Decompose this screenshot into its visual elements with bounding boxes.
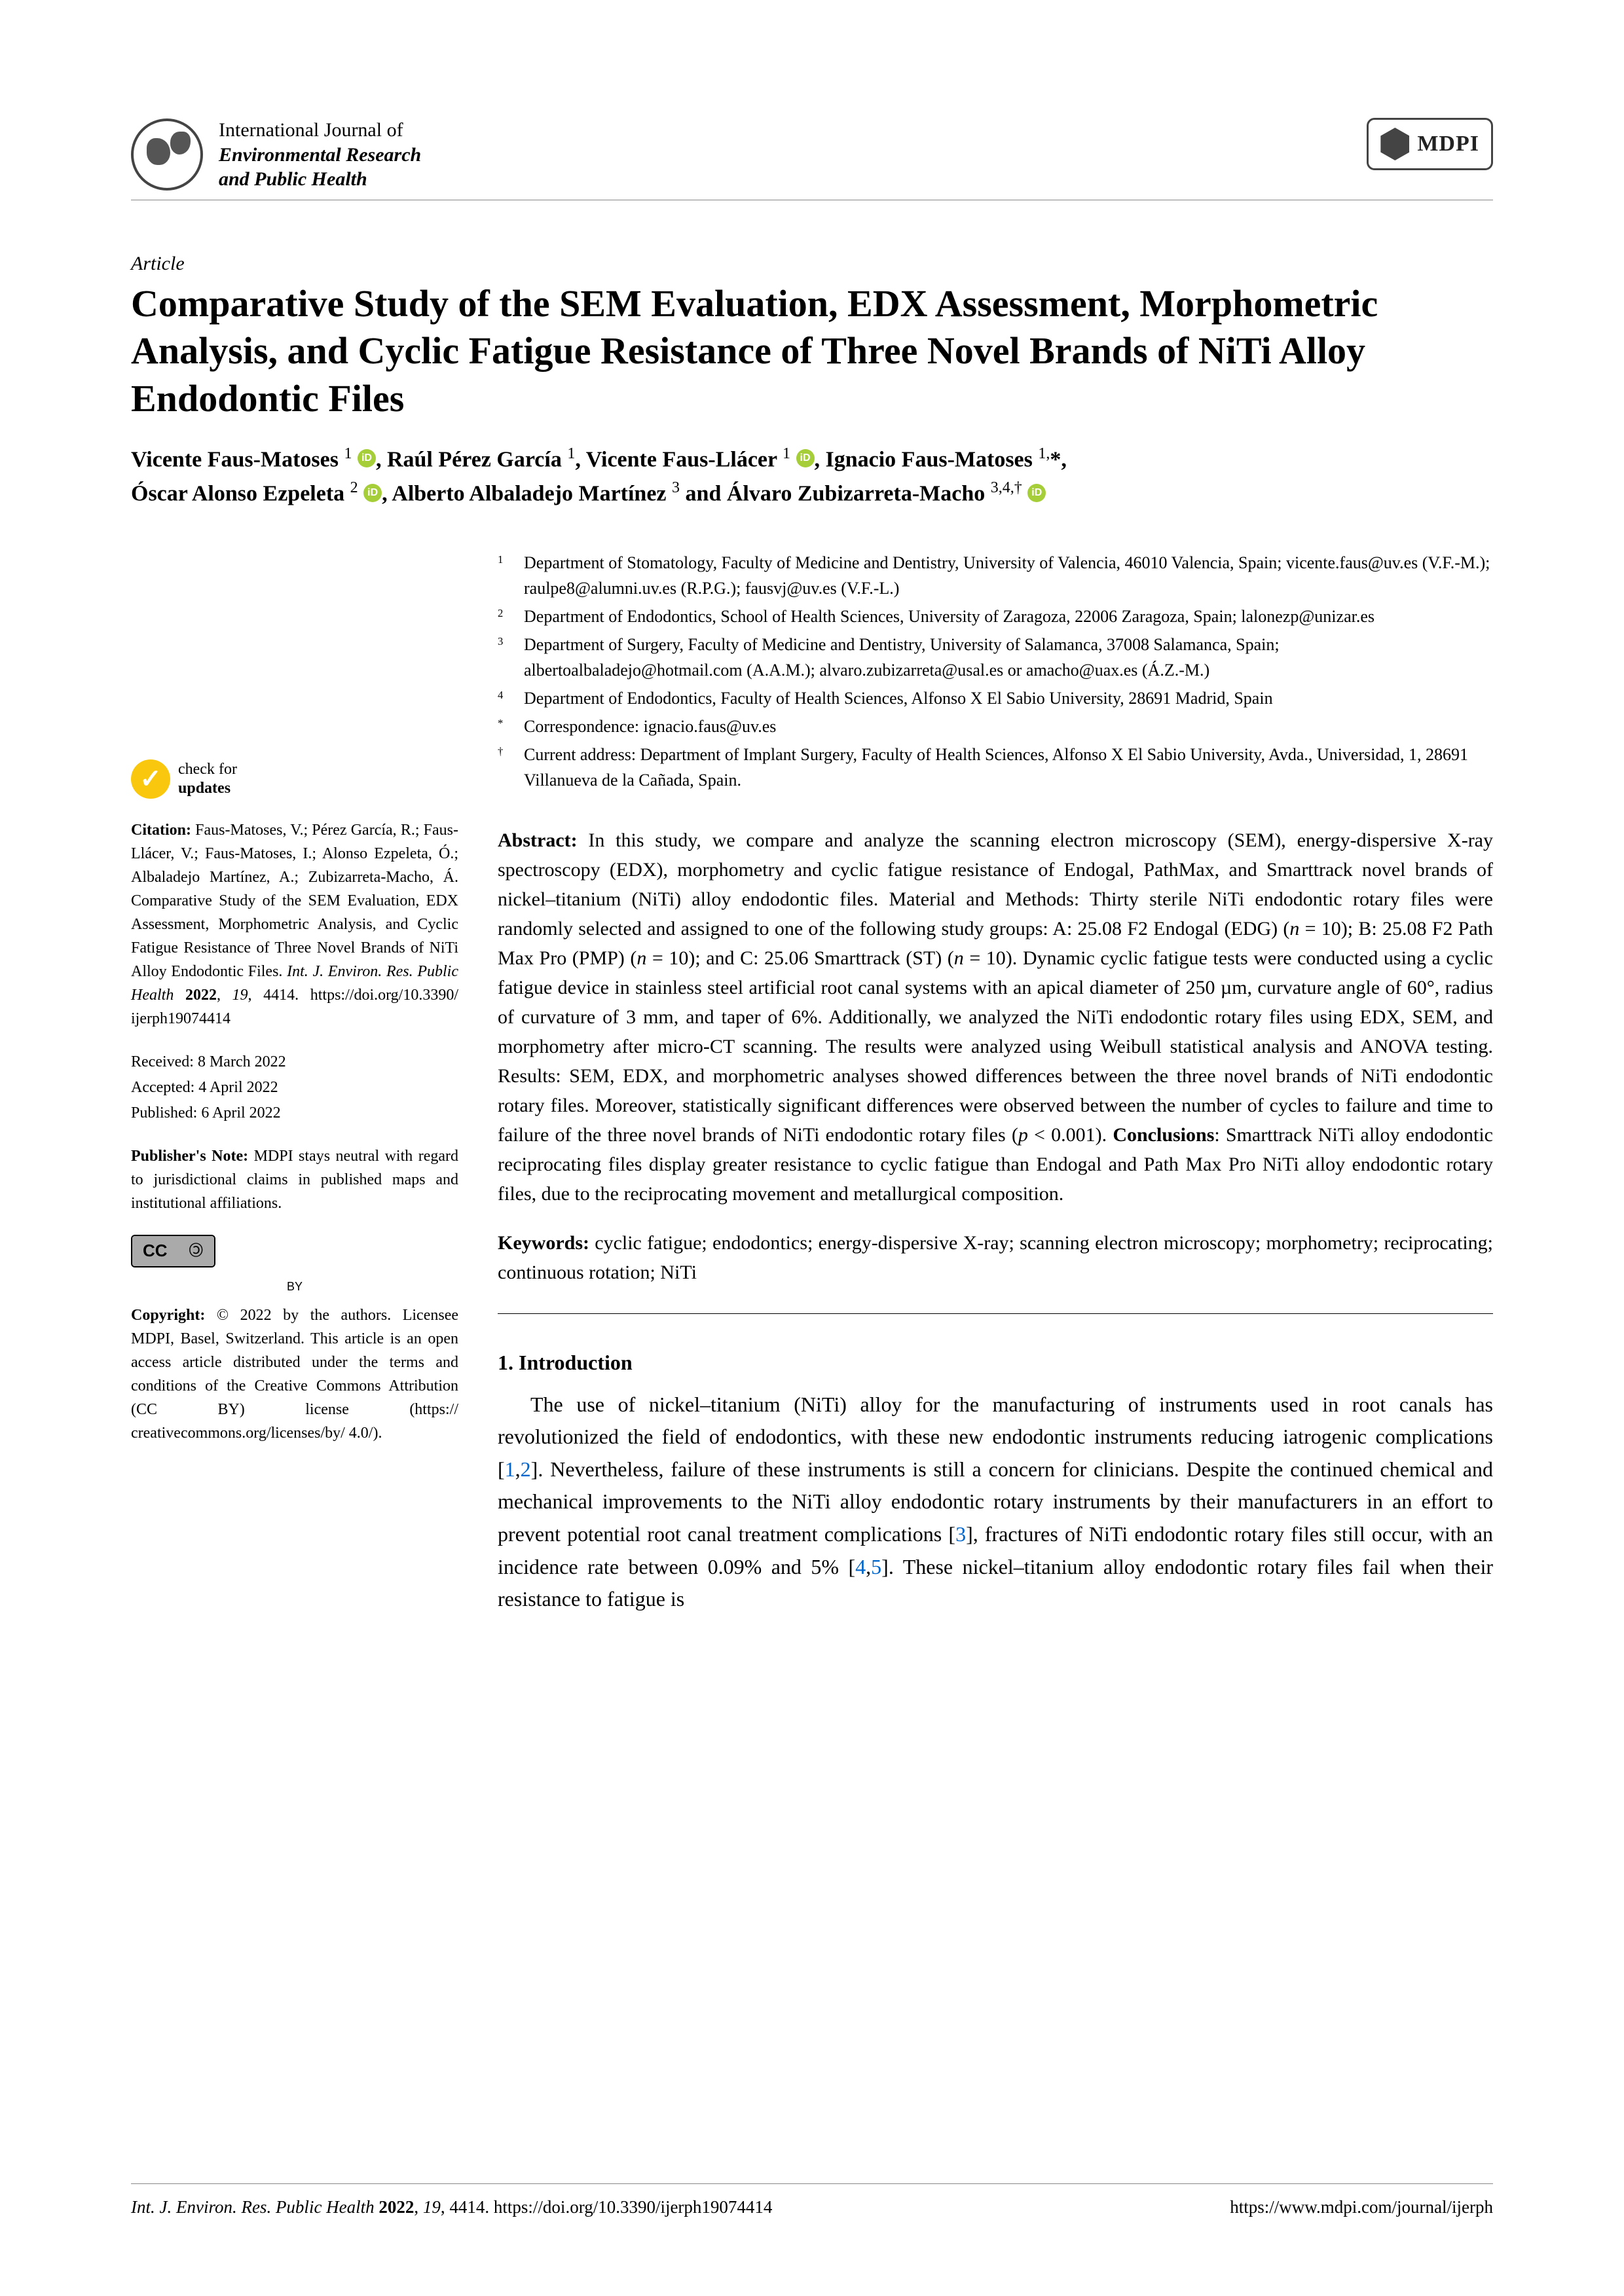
date-received: Received: 8 March 2022 bbox=[131, 1050, 458, 1074]
section-1-heading: 1. Introduction bbox=[498, 1347, 1493, 1378]
keywords: Keywords: cyclic fatigue; endodontics; e… bbox=[498, 1228, 1493, 1314]
check-l1: check for bbox=[178, 760, 237, 779]
check-for-updates[interactable]: check for updates bbox=[131, 759, 458, 799]
date-published: Published: 6 April 2022 bbox=[131, 1101, 458, 1125]
check-l2: updates bbox=[178, 779, 237, 798]
abstract-label: Abstract: bbox=[498, 829, 578, 851]
affil-row: †Current address: Department of Implant … bbox=[498, 742, 1493, 793]
cc-by-label: BY bbox=[131, 1278, 458, 1296]
cc-left: CC bbox=[132, 1236, 178, 1266]
article-title: Comparative Study of the SEM Evaluation,… bbox=[131, 280, 1493, 423]
mdpi-text: MDPI bbox=[1417, 132, 1479, 156]
keywords-label: Keywords: bbox=[498, 1232, 589, 1254]
article-type: Article bbox=[131, 253, 1493, 275]
footer-right[interactable]: https://www.mdpi.com/journal/ijerph bbox=[1230, 2197, 1493, 2217]
cc-block: CC BY bbox=[131, 1235, 458, 1296]
dates: Received: 8 March 2022 Accepted: 4 April… bbox=[131, 1050, 458, 1125]
affil-row: 2Department of Endodontics, School of He… bbox=[498, 604, 1493, 629]
date-accepted: Accepted: 4 April 2022 bbox=[131, 1076, 458, 1099]
publishers-note: Publisher's Note: MDPI stays neutral wit… bbox=[131, 1144, 458, 1215]
cc-person-icon bbox=[178, 1236, 214, 1266]
main-columns: check for updates Citation: Faus-Matoses… bbox=[131, 550, 1493, 1616]
globe-icon bbox=[131, 118, 203, 191]
abstract-text: In this study, we compare and analyze th… bbox=[498, 829, 1493, 1205]
affil-row: 1Department of Stomatology, Faculty of M… bbox=[498, 550, 1493, 601]
journal-block: International Journal of Environmental R… bbox=[131, 118, 421, 192]
journal-line1: International Journal of bbox=[219, 118, 421, 143]
affil-row: 4Department of Endodontics, Faculty of H… bbox=[498, 685, 1493, 711]
mdpi-hex-icon bbox=[1380, 128, 1409, 160]
intro-paragraph: The use of nickel–titanium (NiTi) alloy … bbox=[498, 1389, 1493, 1616]
copyright: Copyright: © 2022 by the authors. Licens… bbox=[131, 1303, 458, 1445]
citation: Citation: Faus-Matoses, V.; Pérez García… bbox=[131, 818, 458, 1030]
header: International Journal of Environmental R… bbox=[131, 118, 1493, 200]
affiliations: 1Department of Stomatology, Faculty of M… bbox=[498, 550, 1493, 793]
affil-row: 3Department of Surgery, Faculty of Medic… bbox=[498, 632, 1493, 683]
footer: Int. J. Environ. Res. Public Health 2022… bbox=[131, 2183, 1493, 2217]
check-text: check for updates bbox=[178, 760, 237, 798]
authors: Vicente Faus-Matoses 1 , Raúl Pérez Garc… bbox=[131, 442, 1493, 511]
check-icon bbox=[131, 759, 170, 799]
journal-line2: Environmental Research bbox=[219, 143, 421, 168]
sidebar: check for updates Citation: Faus-Matoses… bbox=[131, 550, 458, 1616]
keywords-text: cyclic fatigue; endodontics; energy-disp… bbox=[498, 1232, 1493, 1283]
mdpi-logo[interactable]: MDPI bbox=[1367, 118, 1493, 170]
affil-row: *Correspondence: ignacio.faus@uv.es bbox=[498, 714, 1493, 739]
content: 1Department of Stomatology, Faculty of M… bbox=[498, 550, 1493, 1616]
footer-left: Int. J. Environ. Res. Public Health 2022… bbox=[131, 2197, 772, 2217]
journal-name: International Journal of Environmental R… bbox=[219, 118, 421, 192]
journal-line3: and Public Health bbox=[219, 167, 421, 192]
page: International Journal of Environmental R… bbox=[0, 0, 1624, 2296]
abstract: Abstract: In this study, we compare and … bbox=[498, 826, 1493, 1209]
cc-badge[interactable]: CC bbox=[131, 1235, 215, 1267]
